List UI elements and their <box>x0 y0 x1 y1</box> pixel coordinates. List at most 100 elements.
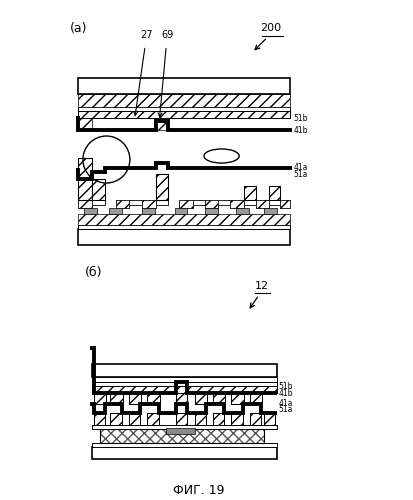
Bar <box>229 200 243 208</box>
Bar <box>147 412 158 425</box>
Bar <box>204 208 218 214</box>
Bar <box>212 412 224 425</box>
Bar <box>141 208 154 214</box>
Bar <box>212 393 225 404</box>
Bar <box>268 186 280 200</box>
Bar <box>110 412 121 425</box>
Bar <box>231 412 242 425</box>
Bar <box>243 186 255 200</box>
Bar <box>92 382 276 386</box>
Bar <box>92 179 105 200</box>
Bar <box>92 386 276 393</box>
Bar <box>116 200 128 208</box>
Text: 51a: 51a <box>292 170 307 179</box>
Bar <box>280 200 289 208</box>
Bar <box>176 412 187 425</box>
Bar <box>263 412 275 425</box>
Bar <box>268 200 280 205</box>
Bar <box>218 200 229 205</box>
Bar <box>204 200 218 208</box>
Bar <box>110 393 122 404</box>
Text: 51b: 51b <box>278 382 292 390</box>
Bar <box>94 412 105 425</box>
Bar <box>94 393 106 404</box>
Bar <box>92 444 276 446</box>
Bar <box>179 200 193 208</box>
Bar <box>231 393 243 404</box>
Bar <box>78 112 289 118</box>
Bar <box>194 412 205 425</box>
Bar <box>78 200 92 208</box>
Bar <box>212 412 224 425</box>
Bar <box>255 200 268 208</box>
Bar <box>128 393 141 404</box>
Bar <box>147 393 159 404</box>
Bar <box>155 174 167 200</box>
Bar <box>84 208 97 214</box>
Bar <box>194 393 206 404</box>
Text: 51b: 51b <box>292 114 307 123</box>
Bar <box>212 393 225 404</box>
Bar <box>155 118 167 130</box>
Bar <box>141 200 155 208</box>
Text: ФИГ. 19: ФИГ. 19 <box>173 484 224 498</box>
Bar <box>174 208 187 214</box>
Bar <box>255 200 268 208</box>
Bar <box>78 118 92 130</box>
Bar <box>78 112 289 118</box>
Bar <box>78 78 289 94</box>
Text: 69: 69 <box>161 30 173 40</box>
Bar <box>147 412 158 425</box>
Bar <box>78 158 92 200</box>
Bar <box>229 200 243 208</box>
Bar <box>176 382 187 404</box>
Text: (б): (б) <box>85 266 102 279</box>
Bar <box>128 412 140 425</box>
Bar <box>78 94 289 106</box>
Bar <box>92 200 105 205</box>
Bar <box>268 186 280 200</box>
Bar <box>100 429 263 444</box>
Bar <box>78 200 92 208</box>
Bar <box>92 425 276 429</box>
Bar <box>128 200 141 205</box>
Bar <box>92 364 276 377</box>
Bar <box>110 412 121 425</box>
Bar <box>94 393 106 404</box>
Bar <box>110 393 122 404</box>
Text: (a): (a) <box>70 22 87 35</box>
Bar <box>100 429 263 444</box>
Bar <box>165 428 194 434</box>
Text: 51a: 51a <box>278 405 292 414</box>
Bar <box>243 200 255 205</box>
Bar <box>92 377 276 382</box>
Bar <box>194 412 205 425</box>
Bar <box>243 186 255 200</box>
Bar <box>280 200 289 208</box>
Bar <box>147 393 159 404</box>
Bar <box>78 214 289 226</box>
Bar <box>78 229 289 246</box>
Bar <box>92 179 105 200</box>
Bar <box>231 412 242 425</box>
Bar <box>249 412 261 425</box>
Text: 41b: 41b <box>278 389 292 398</box>
Bar <box>155 200 167 205</box>
Text: 41b: 41b <box>292 126 307 134</box>
Bar <box>249 393 261 404</box>
Bar <box>116 200 128 208</box>
Text: 27: 27 <box>140 30 152 40</box>
Bar <box>92 386 276 393</box>
Text: 41a: 41a <box>292 163 307 172</box>
Bar <box>109 208 121 214</box>
Bar <box>128 412 140 425</box>
Text: 41a: 41a <box>278 399 292 408</box>
Bar <box>155 174 167 200</box>
Bar <box>78 158 92 200</box>
Bar <box>193 200 204 205</box>
Bar <box>141 200 155 208</box>
Bar <box>94 412 105 425</box>
Bar <box>235 208 248 214</box>
Bar <box>176 382 187 404</box>
Bar <box>231 393 243 404</box>
